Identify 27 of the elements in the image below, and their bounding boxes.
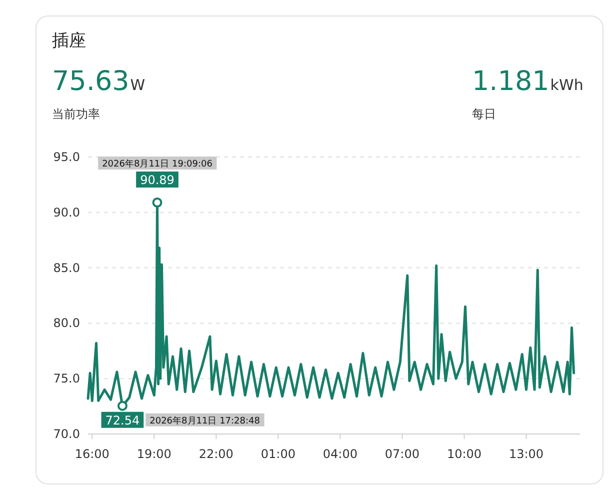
y-tick-label: 80.0 (53, 316, 80, 330)
y-tick-label: 95.0 (53, 150, 80, 164)
annotation: 2026年8月11日 17:28:48 (150, 415, 260, 426)
text: 1.181 (472, 66, 550, 97)
annotation: 72.54 (105, 413, 140, 428)
annotation: 90.89 (140, 173, 174, 188)
x-tick-label: 10:00 (446, 447, 482, 461)
tooltip: 72.54 2026年8月11日 17:28:48 (101, 412, 264, 428)
annotation: 2026年8月11日 19:09:06 (102, 158, 213, 170)
chart-title: 插座 (52, 31, 86, 51)
text: W (130, 76, 146, 94)
text: 当前功率 (52, 107, 100, 121)
tooltip: 90.89 2026年8月11日 19:09:06 (98, 156, 217, 188)
text: 75.63 (52, 66, 130, 97)
x-tick-label: 04:00 (322, 447, 358, 461)
text: 每日 (472, 107, 496, 121)
x-tick-label: 16:00 (74, 447, 110, 461)
x-tick-label: 22:00 (198, 447, 234, 461)
x-tick-label: 13:00 (508, 447, 544, 461)
x-tick-label: 19:00 (136, 447, 172, 461)
y-tick-label: 85.0 (53, 260, 80, 275)
y-tick-label: 75.0 (53, 372, 80, 386)
text: kWh (550, 76, 584, 94)
y-tick-label: 90.0 (53, 205, 80, 220)
x-tick-label: 07:00 (384, 447, 420, 461)
y-tick-label: 70.0 (53, 427, 80, 441)
x-tick-label: 01:00 (260, 447, 296, 461)
